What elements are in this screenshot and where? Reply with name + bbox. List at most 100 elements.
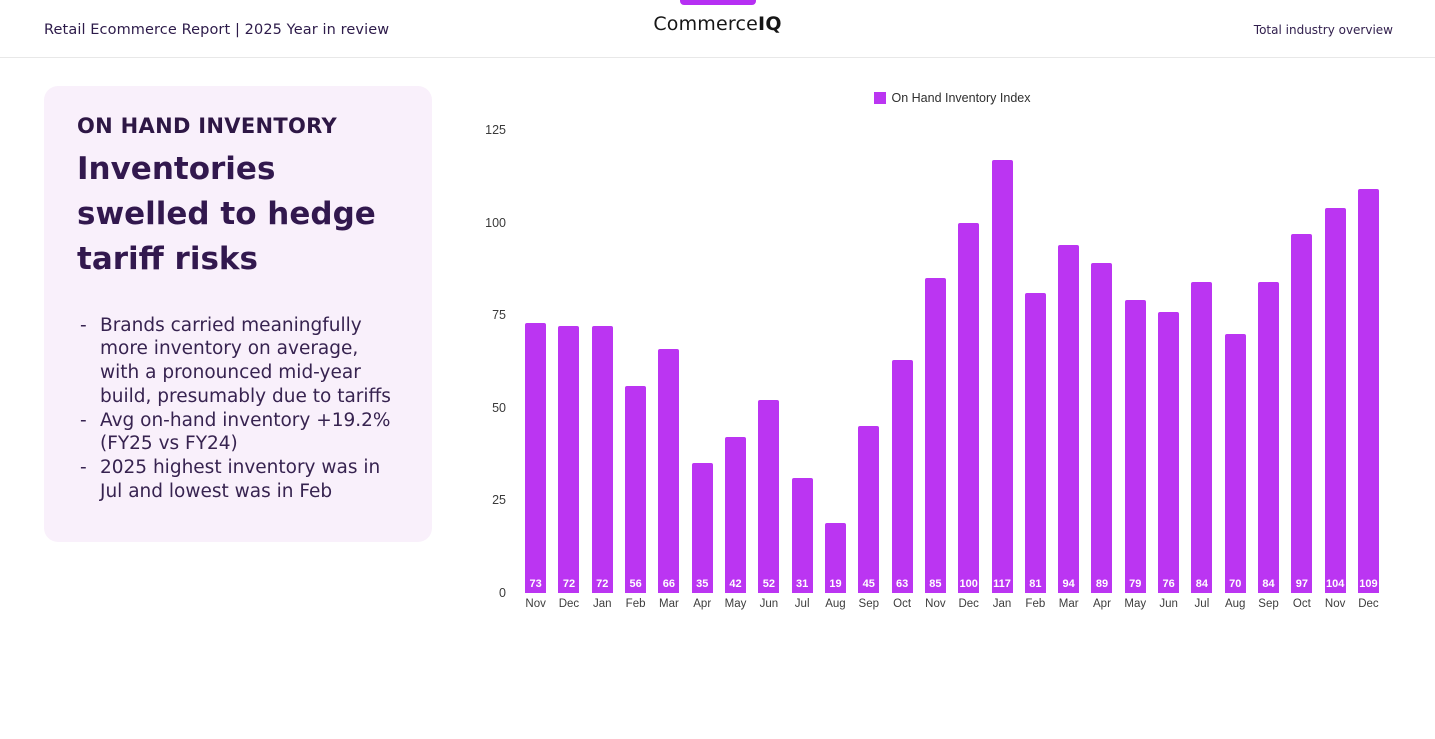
bar-value-label: 73 <box>529 578 542 590</box>
report-title: Retail Ecommerce Report | 2025 Year in r… <box>44 22 390 38</box>
month-label: May <box>1124 598 1147 610</box>
bar-value-label: 84 <box>1195 578 1209 590</box>
month-label: Feb <box>625 598 646 610</box>
bar-slot: 85 <box>919 278 952 593</box>
inventory-bar: 35 <box>691 463 713 593</box>
inventory-bar: 70 <box>1224 333 1246 593</box>
month-label: Aug <box>1224 598 1246 610</box>
bar-slot: 117 <box>985 159 1018 593</box>
top-header: Retail Ecommerce Report | 2025 Year in r… <box>0 0 1435 58</box>
y-tick-label: 0 <box>499 586 506 600</box>
bar-value-label: 97 <box>1295 578 1308 590</box>
card-bullet-list: Brands carried meaningfully more invento… <box>77 314 402 503</box>
month-label: Sep <box>1258 598 1279 610</box>
bar-slot: 70 <box>1219 333 1252 593</box>
bar-slot: 63 <box>885 359 918 593</box>
inventory-bar: 63 <box>891 359 913 593</box>
legend-label: On Hand Inventory Index <box>891 91 1031 105</box>
inventory-bar: 19 <box>824 522 846 593</box>
bar-value-label: 56 <box>629 578 642 590</box>
inventory-bar: 84 <box>1258 281 1280 593</box>
month-label: May <box>724 598 747 610</box>
bar-slot: 81 <box>1019 292 1052 593</box>
legend-item: On Hand Inventory Index <box>873 91 1031 105</box>
y-tick-label: 50 <box>492 400 506 415</box>
bullet-item: 2025 highest inventory was in Jul and lo… <box>77 456 402 503</box>
inventory-bar: 109 <box>1357 189 1379 593</box>
inventory-bar: 97 <box>1291 233 1313 593</box>
on-hand-inventory-chart: On Hand Inventory Index 0 25 50 75 100 125 73… <box>470 85 1385 630</box>
month-label: Dec <box>558 598 580 610</box>
month-label: Jan <box>992 598 1012 610</box>
bar-value-label: 76 <box>1162 578 1175 590</box>
bar-slot: 73 <box>519 322 552 593</box>
bar-slot: 66 <box>652 348 685 593</box>
bar-value-label: 84 <box>1262 578 1275 590</box>
month-label: Nov <box>925 598 946 610</box>
bullet-item: Avg on-hand inventory +19.2% (FY25 vs FY… <box>77 409 402 456</box>
month-label: Aug <box>825 598 846 610</box>
month-label: Dec <box>1358 598 1379 610</box>
bar-slot: 72 <box>552 326 585 593</box>
bars-area: 73 72 72 56 66 35 42 52 31 19 45 63 85 100 117 81 94 89 79… <box>519 130 1385 593</box>
bar-value-label: 72 <box>596 578 609 590</box>
bar-value-label: 79 <box>1129 578 1142 590</box>
legend-swatch-icon <box>873 92 886 104</box>
x-axis-labels: Nov Dec Jan Feb Mar Apr May Jun Jul Aug Sep Oct Nov D… <box>519 598 1385 610</box>
bar-slot: 42 <box>719 437 752 593</box>
bar-slot: 45 <box>852 426 885 593</box>
month-label: Jan <box>593 598 612 610</box>
inventory-bar: 84 <box>1191 281 1213 593</box>
month-label: Oct <box>1292 598 1311 610</box>
bar-value-label: 109 <box>1359 578 1378 590</box>
bar-value-label: 45 <box>862 578 875 590</box>
bar-value-label: 85 <box>929 578 942 590</box>
commerceiq-logo: CommerceIQ <box>0 13 1435 35</box>
month-label: Mar <box>659 598 679 610</box>
bar-slot: 84 <box>1185 281 1218 593</box>
y-tick-label: 75 <box>492 308 506 323</box>
bar-value-label: 89 <box>1095 578 1109 590</box>
inventory-bar: 42 <box>725 437 747 593</box>
bar-value-label: 35 <box>696 578 709 590</box>
logo-text-bold: IQ <box>758 13 782 35</box>
bar-value-label: 81 <box>1029 578 1042 590</box>
inventory-bar: 31 <box>791 478 813 593</box>
month-label: Jun <box>1159 598 1178 610</box>
bar-slot: 52 <box>752 400 785 593</box>
y-tick-label: 25 <box>492 493 506 508</box>
bar-value-label: 100 <box>959 578 978 590</box>
overview-label: Total industry overview <box>1253 23 1393 37</box>
bar-slot: 104 <box>1319 207 1352 593</box>
bar-value-label: 19 <box>829 578 842 590</box>
logo-text-regular: Commerce <box>653 13 759 35</box>
inventory-bar: 66 <box>658 348 680 593</box>
month-label: Sep <box>858 598 880 610</box>
month-label: Jun <box>759 598 779 610</box>
inventory-bar: 72 <box>591 326 613 593</box>
bar-slot: 19 <box>819 522 852 593</box>
card-eyebrow: ON HAND INVENTORY <box>77 114 337 138</box>
bar-value-label: 72 <box>562 578 576 590</box>
bar-slot: 97 <box>1285 233 1318 593</box>
inventory-bar: 100 <box>958 222 980 593</box>
inventory-bar: 104 <box>1324 207 1346 593</box>
inventory-bar: 52 <box>758 400 780 593</box>
bar-slot: 35 <box>686 463 719 593</box>
bar-slot: 89 <box>1085 263 1118 593</box>
bar-slot: 72 <box>586 326 619 593</box>
inventory-bar: 72 <box>558 326 580 593</box>
month-label: Feb <box>1025 598 1046 610</box>
insight-card: ON HAND INVENTORY Inventories swelled to… <box>44 86 432 542</box>
bar-slot: 94 <box>1052 244 1085 593</box>
bar-value-label: 52 <box>762 578 775 590</box>
bar-value-label: 66 <box>662 578 676 590</box>
month-label: Jul <box>1194 598 1210 610</box>
y-tick-label: 100 <box>485 215 506 230</box>
month-label: Apr <box>693 598 712 610</box>
bar-value-label: 63 <box>895 578 909 590</box>
inventory-bar: 73 <box>525 322 547 593</box>
month-label: Apr <box>1093 598 1111 610</box>
inventory-bar: 56 <box>625 385 647 593</box>
month-label: Mar <box>1058 598 1079 610</box>
